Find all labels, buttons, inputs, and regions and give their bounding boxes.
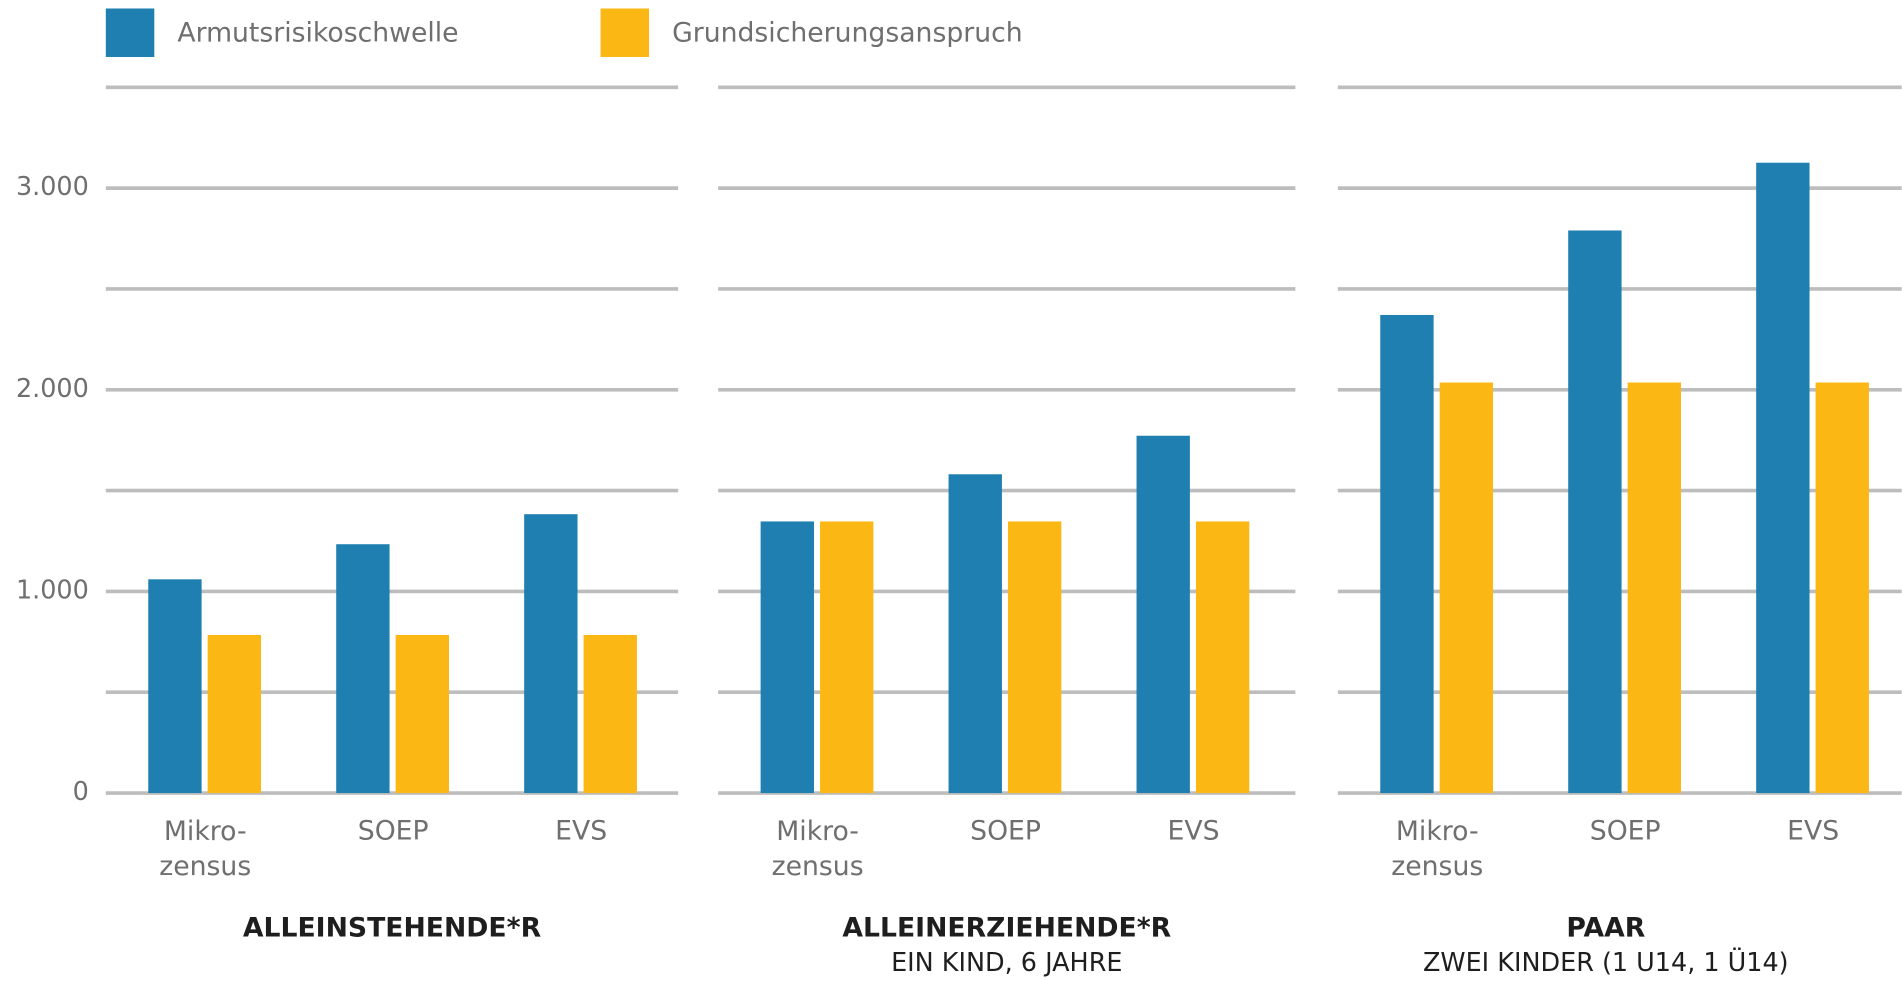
bar — [583, 634, 637, 794]
panel-subtitle: EIN KIND, 6 JAHRE — [891, 948, 1122, 978]
panel-title: ALLEINSTEHENDE*R — [243, 912, 541, 943]
y-tick-label: 0 — [73, 777, 89, 807]
bar — [1627, 382, 1681, 794]
bar — [1439, 382, 1494, 794]
bar — [336, 544, 390, 794]
x-tick-label: SOEP — [358, 815, 429, 846]
y-tick-label: 2.000 — [16, 374, 89, 404]
bar — [207, 634, 262, 794]
panel-title: PAAR — [1566, 912, 1645, 943]
bar — [1756, 162, 1810, 794]
bar — [395, 634, 449, 794]
bar — [1136, 435, 1190, 794]
bar — [760, 521, 814, 794]
legend-label: Grundsicherungsanspruch — [672, 17, 1023, 48]
x-tick-label: EVS — [555, 815, 607, 846]
bar — [1007, 521, 1062, 794]
bar — [948, 474, 1002, 794]
x-tick-label: Mikro-zensus — [772, 815, 864, 881]
bar — [1568, 230, 1622, 794]
x-tick-label: SOEP — [970, 815, 1041, 846]
x-tick-label: SOEP — [1590, 815, 1661, 846]
x-tick-label: Mikro-zensus — [159, 815, 251, 881]
legend-label: Armutsrisikoschwelle — [177, 17, 458, 48]
legend-swatch — [105, 8, 155, 57]
panel-subtitle: ZWEI KINDER (1 U14, 1 Ü14) — [1423, 948, 1789, 978]
panel-title: ALLEINERZIEHENDE*R — [842, 912, 1171, 943]
bar — [1380, 314, 1434, 794]
y-tick-label: 1.000 — [16, 575, 89, 605]
x-tick-label: EVS — [1168, 815, 1220, 846]
bar — [148, 579, 202, 794]
bar — [820, 521, 874, 794]
y-tick-label: 3.000 — [16, 172, 89, 202]
bar — [1195, 521, 1250, 794]
x-tick-label: Mikro-zensus — [1391, 815, 1483, 881]
bar — [1815, 382, 1869, 794]
x-tick-label: EVS — [1787, 815, 1839, 846]
bar — [524, 514, 578, 794]
legend-swatch — [600, 8, 650, 57]
